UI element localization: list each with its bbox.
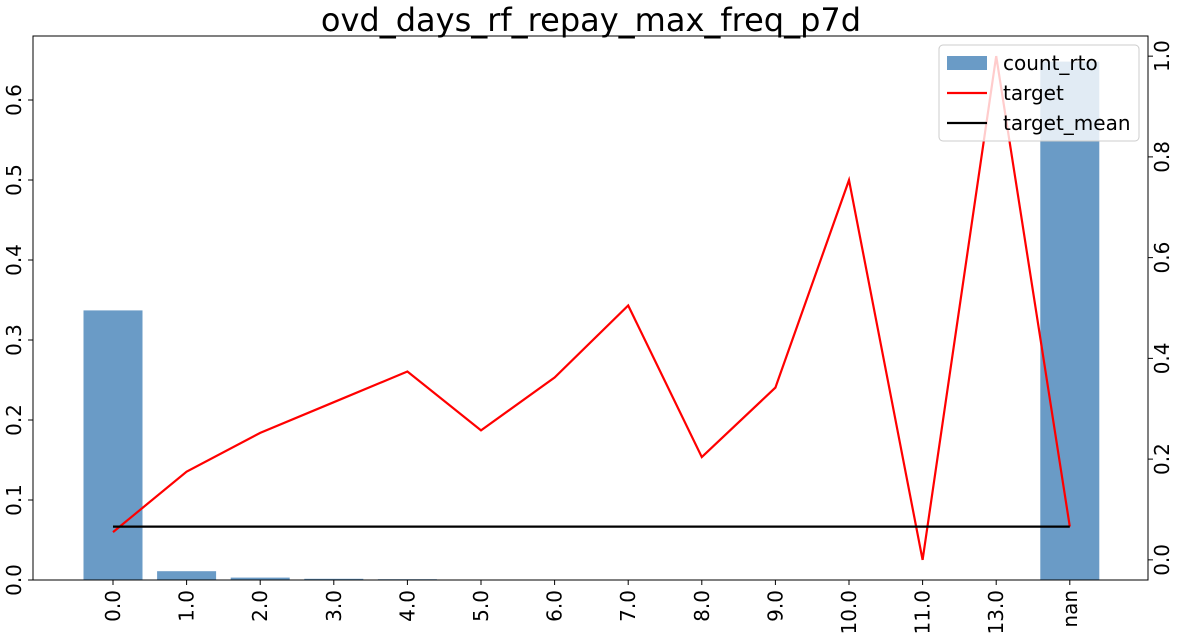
x-tick-label: 0.0 bbox=[101, 590, 125, 622]
legend-label-target_mean: target_mean bbox=[1003, 111, 1131, 135]
bar-1.0 bbox=[157, 571, 216, 580]
left-tick-label: 0.6 bbox=[2, 84, 26, 116]
x-tick-label: 10.0 bbox=[837, 590, 861, 635]
x-tick-label: 6.0 bbox=[543, 590, 567, 622]
x-tick-label: 8.0 bbox=[690, 590, 714, 622]
x-tick-label: nan bbox=[1058, 590, 1082, 628]
left-tick-label: 0.5 bbox=[2, 164, 26, 196]
left-y-axis: 0.0 0.1 0.2 0.3 0.4 0.5 0.6 bbox=[2, 84, 33, 596]
x-tick-label: 9.0 bbox=[763, 590, 787, 622]
left-tick-label: 0.1 bbox=[2, 484, 26, 516]
legend-label-count_rto: count_rto bbox=[1003, 51, 1098, 75]
x-tick-label: 3.0 bbox=[322, 590, 346, 622]
x-tick-label: 7.0 bbox=[616, 590, 640, 622]
x-tick-label: 1.0 bbox=[175, 590, 199, 622]
right-tick-label: 0.6 bbox=[1150, 242, 1174, 274]
right-tick-label: 0.2 bbox=[1150, 443, 1174, 475]
line-series bbox=[113, 56, 1070, 560]
right-tick-label: 0.4 bbox=[1150, 342, 1174, 374]
left-tick-label: 0.0 bbox=[2, 564, 26, 596]
x-tick-label: 13.0 bbox=[984, 590, 1008, 635]
right-tick-label: 1.0 bbox=[1150, 40, 1174, 72]
chart-title: ovd_days_rf_repay_max_freq_p7d bbox=[321, 1, 861, 39]
x-axis: 0.0 1.0 2.0 3.0 4.0 5.0 6.0 7.0 8.0 9.0 10.0 11.0 13… bbox=[101, 580, 1082, 635]
x-tick-label: 2.0 bbox=[248, 590, 272, 622]
left-tick-label: 0.3 bbox=[2, 324, 26, 356]
legend-swatch-count_rto bbox=[947, 56, 987, 70]
right-tick-label: 0.0 bbox=[1150, 544, 1174, 576]
right-y-axis: 0.0 0.2 0.4 0.6 0.8 1.0 bbox=[1148, 40, 1174, 576]
line-target bbox=[113, 56, 1070, 560]
x-tick-label: 11.0 bbox=[911, 590, 935, 635]
right-tick-label: 0.8 bbox=[1150, 141, 1174, 173]
left-tick-label: 0.2 bbox=[2, 404, 26, 436]
x-tick-label: 5.0 bbox=[469, 590, 493, 622]
x-tick-label: 4.0 bbox=[395, 590, 419, 622]
left-tick-label: 0.4 bbox=[2, 244, 26, 276]
bar-0.0 bbox=[84, 310, 143, 580]
legend-label-target: target bbox=[1003, 81, 1064, 105]
